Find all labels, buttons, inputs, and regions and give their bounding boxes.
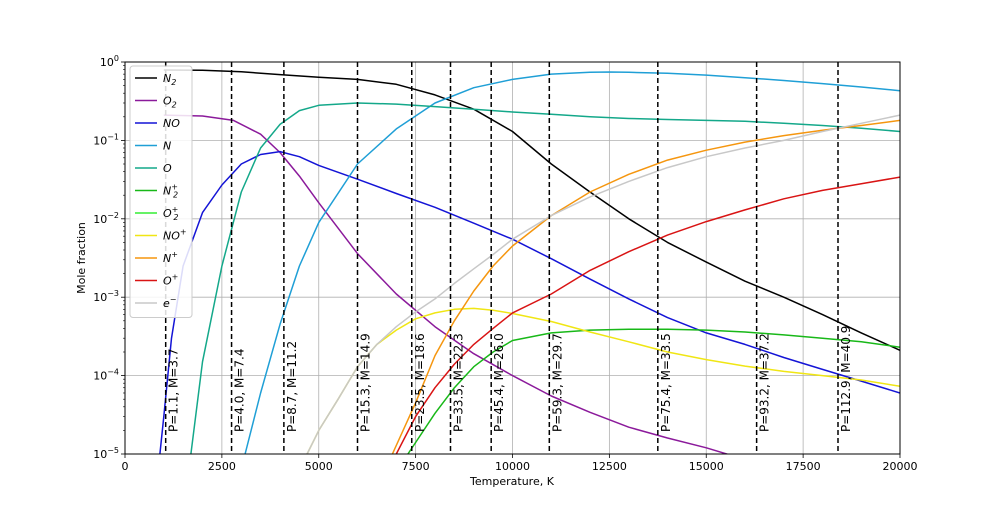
x-tick-label: 15000 [689,460,724,473]
legend-label: NO [163,117,180,130]
legend-label: O [163,162,172,175]
annotation-label: P=1.1, M=3.7 [167,349,181,433]
series-line-o2 [163,114,730,454]
annotation-label: P=4.0, M=7.4 [233,349,247,433]
y-tick-label: 10−2 [93,211,119,226]
series-line-e [306,114,900,454]
y-tick-label: 10−1 [93,132,119,147]
annotation-label: P=112.9, M=40.9 [839,326,853,432]
x-tick-label: 5000 [305,460,333,473]
series-line-nplus [391,119,900,454]
axis-ticks: 0 2500 5000 7500 10000 12500 15000 17500 20000 10… [93,54,917,473]
x-tick-label: 10000 [495,460,530,473]
annotation-label: P=15.3, M=14.9 [359,333,373,432]
series-line-oplus [395,176,900,454]
legend-box [129,65,193,318]
annotation-label: P=75.4, M=33.5 [659,333,673,432]
x-tick-label: 0 [122,460,129,473]
series-line-n2plus [407,328,900,454]
annotation-label: P=93.2, M=37.2 [758,333,772,432]
annotation-lines: P=1.1, M=3.7 P=4.0, M=7.4 P=8.7, M=11.2 P=1… [164,62,853,454]
legend-label: NO+ [163,228,187,243]
annotation-label: P=8.7, M=11.2 [285,341,299,432]
legend-label: e− [163,295,176,310]
x-axis-label: Temperature, K [469,475,555,488]
legend-label: O+ 2 [163,205,178,222]
series-line-no [159,150,900,454]
y-tick-label: 10−3 [93,289,119,304]
legend-label: O+ [163,273,178,288]
x-tick-label: 7500 [402,460,430,473]
legend-label: O2 [163,95,177,110]
x-tick-label: 2500 [208,460,236,473]
annotation-label: P=59.3, M=29.7 [550,333,564,432]
legend-label: N [163,140,171,153]
y-axis-label: Mole fraction [75,222,88,294]
annotation-label: P=23.5, M=18.6 [413,333,427,432]
y-tick-label: 10−5 [93,446,119,461]
legend-label: N+ 2 [163,183,178,200]
series-line-n2 [163,69,900,351]
series-line-o [190,102,900,454]
legend-label: N2 [163,72,176,87]
x-tick-label: 20000 [883,460,918,473]
legend: N2 O2 NO NO N+ 2 O+ 2 NO+ N+ O+ e− [129,65,193,318]
series-lines [159,69,900,454]
annotation-label: P=45.4, M=26.0 [492,333,506,432]
y-tick-label: 10−4 [93,368,119,383]
x-tick-label: 12500 [592,460,627,473]
x-tick-label: 17500 [786,460,821,473]
annotation-label: P=33.5, M=22.3 [452,333,466,432]
y-tick-label: 100 [100,54,119,69]
series-line-n [244,71,900,454]
legend-label: N+ [163,250,178,265]
